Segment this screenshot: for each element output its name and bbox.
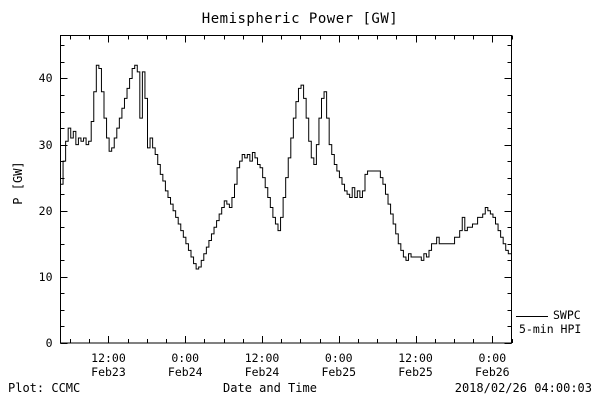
data-series-swpc-5min-hpi <box>60 64 512 270</box>
y-tick-label: 40 <box>38 71 53 86</box>
page-title: Hemispheric Power [GW] <box>201 11 399 27</box>
x-tick-label-group: 0:00 Feb24 <box>150 351 220 379</box>
legend-item-swpc: SWPC <box>553 308 581 322</box>
timestamp: 2018/02/26 04:00:03 <box>454 381 592 395</box>
x-tick-label-time: 0:00 <box>171 351 200 365</box>
x-tick-label-date: Feb24 <box>244 365 280 379</box>
x-tick-label-time: 0:00 <box>478 351 507 365</box>
x-tick-label-time: 12:00 <box>244 351 280 365</box>
y-axis-ticks <box>60 45 512 344</box>
x-axis-ticks <box>70 35 513 343</box>
y-axis-label: P [GW] <box>11 161 25 205</box>
x-tick-label-time: 12:00 <box>91 351 126 365</box>
x-tick-label-date: Feb26 <box>474 365 510 379</box>
x-tick-label-date: Feb25 <box>398 365 433 379</box>
x-tick-label-date: Feb24 <box>167 365 203 379</box>
x-tick-label-time: 0:00 <box>324 351 353 365</box>
x-tick-label-date: Feb25 <box>321 365 357 379</box>
y-tick-label: 30 <box>38 137 53 152</box>
legend-item-hpi: 5-min HPI <box>519 322 582 336</box>
x-tick-label-group: 12:00 Feb25 <box>381 351 451 379</box>
x-tick-label-group: 12:00 Feb23 <box>73 351 143 379</box>
x-tick-label-group: 12:00 Feb24 <box>227 351 297 379</box>
x-tick-label-date: Feb23 <box>91 365 126 379</box>
y-tick-label: 0 <box>45 336 53 350</box>
x-tick-label-group: 0:00 Feb26 <box>457 351 527 379</box>
x-axis-label: Date and Time <box>223 381 317 395</box>
y-tick-label: 20 <box>38 203 53 218</box>
plot-credit: Plot: CCMC <box>8 381 81 395</box>
x-tick-label-time: 12:00 <box>398 351 433 365</box>
x-tick-label-group: 0:00 Feb25 <box>304 351 374 379</box>
y-tick-label: 10 <box>38 269 53 284</box>
plot-frame <box>60 35 512 344</box>
